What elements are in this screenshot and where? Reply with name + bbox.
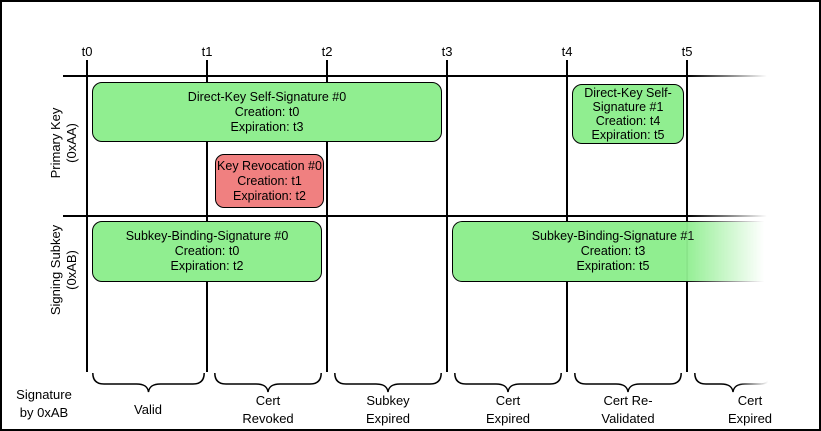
box-creation: Creation: t0 — [234, 104, 300, 119]
box-expiration: Expiration: t2 — [233, 188, 306, 203]
box-key-revocation-0: Key Revocation #0 Creation: t1 Expiratio… — [215, 154, 324, 208]
tick-label-t4: t4 — [561, 44, 573, 59]
phase-label-line1: Cert — [495, 393, 521, 408]
signature-by-label-line2: by 0xAB — [19, 405, 69, 420]
phase-label-line2: Revoked — [242, 411, 294, 426]
row-label-primary-key-line2: (0xAA) — [64, 123, 79, 163]
box-subkey-binding-signature-1: Subkey-Binding-Signature #1 Creation: t3… — [452, 221, 774, 282]
phase-label-line1: Subkey — [366, 393, 410, 408]
phase-label-cert-expired-1: Cert Expired — [452, 391, 564, 429]
phase-label-cert-revalidated: Cert Re- Validated — [572, 391, 684, 429]
phase-brace-cert-revoked — [214, 373, 322, 393]
box-title: Direct-Key Self-Signature #0 — [187, 89, 347, 104]
box-title: Direct-Key Self-Signature #1 — [584, 86, 672, 114]
box-subkey-binding-signature-0: Subkey-Binding-Signature #0 Creation: t0… — [92, 221, 322, 282]
tick-label-t3: t3 — [441, 44, 453, 59]
phase-brace-cert-revalidated — [574, 373, 682, 393]
phase-brace-valid — [92, 373, 205, 393]
row-label-signing-subkey-line1: Signing Subkey — [48, 224, 63, 316]
tick-label-t2: t2 — [321, 44, 333, 59]
phase-label-line1: Valid — [134, 402, 162, 417]
phase-label-line2: Validated — [601, 411, 655, 426]
box-title: Subkey-Binding-Signature #1 — [531, 229, 695, 243]
phase-label-valid: Valid — [92, 391, 204, 429]
phase-label-line2: Expired — [727, 411, 773, 426]
phase-label-line2: Expired — [365, 411, 411, 426]
phase-label-line1: Cert — [737, 393, 763, 408]
box-creation: Creation: t4 — [595, 114, 661, 128]
phase-label-line1: Cert Re- — [603, 393, 653, 408]
row-label-primary-key-line1: Primary Key — [48, 107, 63, 179]
signing-subkey-row-line — [63, 214, 774, 217]
box-title: Subkey-Binding-Signature #0 — [125, 229, 289, 243]
tick-label-t0: t0 — [81, 44, 93, 59]
tick-label-t1: t1 — [201, 44, 213, 59]
box-creation: Creation: t1 — [237, 173, 302, 188]
tick-label-t5: t5 — [681, 44, 693, 59]
box-expiration: Expiration: t3 — [230, 119, 304, 134]
phase-brace-cert-expired-2 — [694, 373, 772, 393]
box-direct-key-self-signature-0: Direct-Key Self-Signature #0 Creation: t… — [92, 82, 442, 142]
phase-label-line1: Cert — [255, 393, 281, 408]
row-label-signing-subkey-line2: (0xAB) — [64, 250, 79, 290]
box-title: Key Revocation #0 — [217, 158, 322, 173]
box-expiration: Expiration: t5 — [576, 259, 650, 273]
phase-brace-subkey-expired — [334, 373, 442, 393]
box-creation: Creation: t3 — [580, 244, 646, 258]
box-expiration: Expiration: t5 — [591, 128, 665, 142]
phase-label-cert-revoked: Cert Revoked — [212, 391, 324, 429]
box-expiration: Expiration: t2 — [170, 259, 244, 273]
phase-label-cert-expired-2: Cert Expired — [694, 391, 806, 429]
signature-by-label-line1: Signature — [16, 387, 72, 402]
primary-key-row-line — [63, 74, 774, 77]
row-label-signing-subkey: Signing Subkey (0xAB) — [48, 225, 80, 315]
signature-by-label: Signature by 0xAB — [8, 386, 80, 422]
box-creation: Creation: t0 — [174, 244, 240, 258]
box-direct-key-self-signature-1: Direct-Key Self-Signature #1 Creation: t… — [572, 84, 684, 144]
row-label-primary-key: Primary Key (0xAA) — [48, 108, 80, 179]
phase-label-line2: Expired — [485, 411, 531, 426]
phase-label-subkey-expired: Subkey Expired — [332, 391, 444, 429]
phase-brace-cert-expired-1 — [454, 373, 562, 393]
